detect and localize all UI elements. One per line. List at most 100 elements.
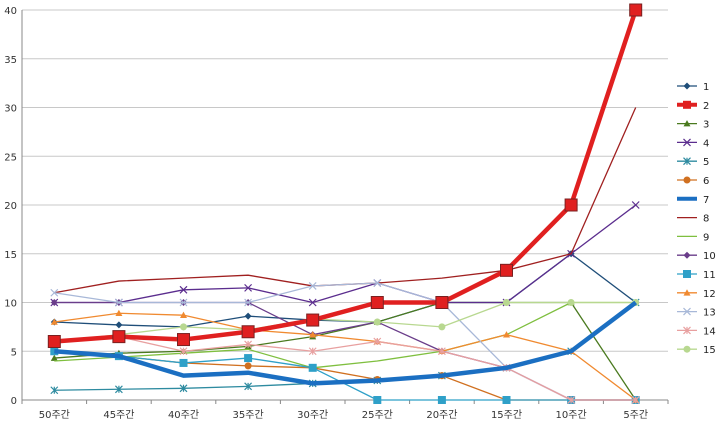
data-point	[112, 330, 126, 344]
data-point	[629, 3, 643, 17]
y-axis: 0 5 10 15 20 25 30 35 40	[4, 6, 23, 407]
legend-entry-2: 2	[677, 100, 709, 112]
legend-entry-15: 15	[677, 345, 716, 356]
data-point	[631, 396, 640, 404]
data-point	[50, 318, 58, 325]
legend-label: 6	[703, 176, 709, 187]
data-point	[180, 323, 187, 331]
data-point	[683, 82, 691, 90]
data-point	[308, 347, 317, 356]
data-point	[244, 312, 252, 320]
legend-entry-14: 14	[677, 326, 716, 337]
x-tick-label: 40주간	[168, 409, 199, 421]
legend-label: 14	[703, 326, 716, 337]
series-1	[50, 250, 640, 331]
legend-label: 4	[703, 138, 709, 149]
data-point	[179, 285, 188, 294]
data-point	[50, 354, 58, 361]
series-line-1	[54, 253, 637, 328]
legend-label: 3	[703, 120, 709, 131]
legend-entry-8: 8	[677, 214, 709, 225]
data-point	[683, 307, 691, 316]
legend-entry-10: 10	[677, 251, 716, 262]
data-point	[373, 279, 382, 287]
series-line-2	[54, 9, 638, 344]
data-point	[683, 138, 691, 147]
legend-entry-13: 13	[677, 308, 716, 319]
data-point	[308, 363, 317, 372]
series-14	[50, 332, 640, 404]
data-point	[177, 333, 190, 347]
data-point	[373, 337, 382, 346]
y-tick-label: 40	[4, 6, 17, 17]
y-tick-label: 25	[4, 152, 17, 163]
data-point	[180, 311, 187, 318]
legend-entry-7: 7	[677, 195, 709, 206]
y-tick-label: 35	[4, 55, 17, 66]
data-point	[683, 289, 691, 296]
data-point	[244, 354, 253, 363]
data-point	[115, 309, 123, 317]
legend-label: 11	[703, 270, 716, 281]
data-point	[244, 298, 253, 307]
legend-label: 1	[703, 82, 709, 93]
y-tick-label: 5	[11, 347, 17, 358]
data-point	[114, 385, 123, 394]
x-tick-label: 35주간	[233, 409, 264, 421]
data-point	[631, 201, 640, 209]
x-tick-label: 30주간	[297, 409, 328, 421]
x-tick-label: 5주간	[623, 409, 648, 421]
data-point	[179, 384, 188, 393]
data-point	[50, 288, 59, 297]
data-point	[683, 326, 691, 335]
data-point	[47, 335, 61, 348]
data-point	[114, 298, 123, 307]
y-tick-label: 20	[4, 201, 17, 212]
data-point	[244, 340, 253, 349]
data-point	[50, 386, 59, 395]
data-point	[306, 313, 320, 327]
legend-entry-1: 1	[677, 82, 709, 93]
x-tick-label: 20주간	[426, 409, 457, 421]
data-point	[373, 396, 382, 404]
x-tick-label: 10주간	[556, 409, 587, 421]
legend-label: 2	[703, 101, 709, 112]
series-2	[47, 3, 643, 348]
data-point	[683, 100, 691, 109]
data-point	[503, 331, 510, 338]
data-point	[683, 345, 691, 353]
data-point	[308, 282, 317, 290]
legend-entry-6: 6	[677, 176, 709, 187]
data-point	[564, 198, 578, 212]
series-line-14	[54, 335, 636, 401]
data-point	[567, 299, 575, 306]
series-line-7	[54, 300, 638, 386]
data-point	[503, 299, 510, 306]
data-point	[500, 263, 513, 277]
data-point	[437, 347, 446, 356]
x-tick-label: 15주간	[491, 409, 522, 421]
data-point	[437, 396, 446, 404]
data-point	[502, 396, 511, 404]
legend-entry-12: 12	[677, 289, 716, 300]
y-tick-label: 10	[4, 299, 17, 310]
legend-label: 13	[703, 308, 716, 319]
data-point	[179, 347, 188, 356]
data-point	[50, 299, 58, 306]
series-line-8	[54, 107, 637, 294]
data-point	[683, 176, 691, 184]
x-tick-label: 25주간	[362, 409, 393, 421]
series-line-12	[54, 312, 637, 401]
data-point	[244, 362, 252, 370]
legend-entry-9: 9	[677, 232, 709, 243]
legend-entry-11: 11	[677, 270, 716, 281]
data-point	[567, 396, 576, 404]
legend-entry-5: 5	[677, 157, 709, 168]
legend-label: 5	[703, 157, 709, 168]
data-point	[309, 331, 317, 338]
x-tick-label: 50주간	[39, 409, 70, 421]
data-point	[244, 382, 253, 391]
data-point	[683, 251, 691, 259]
y-tick-label: 15	[4, 250, 17, 261]
